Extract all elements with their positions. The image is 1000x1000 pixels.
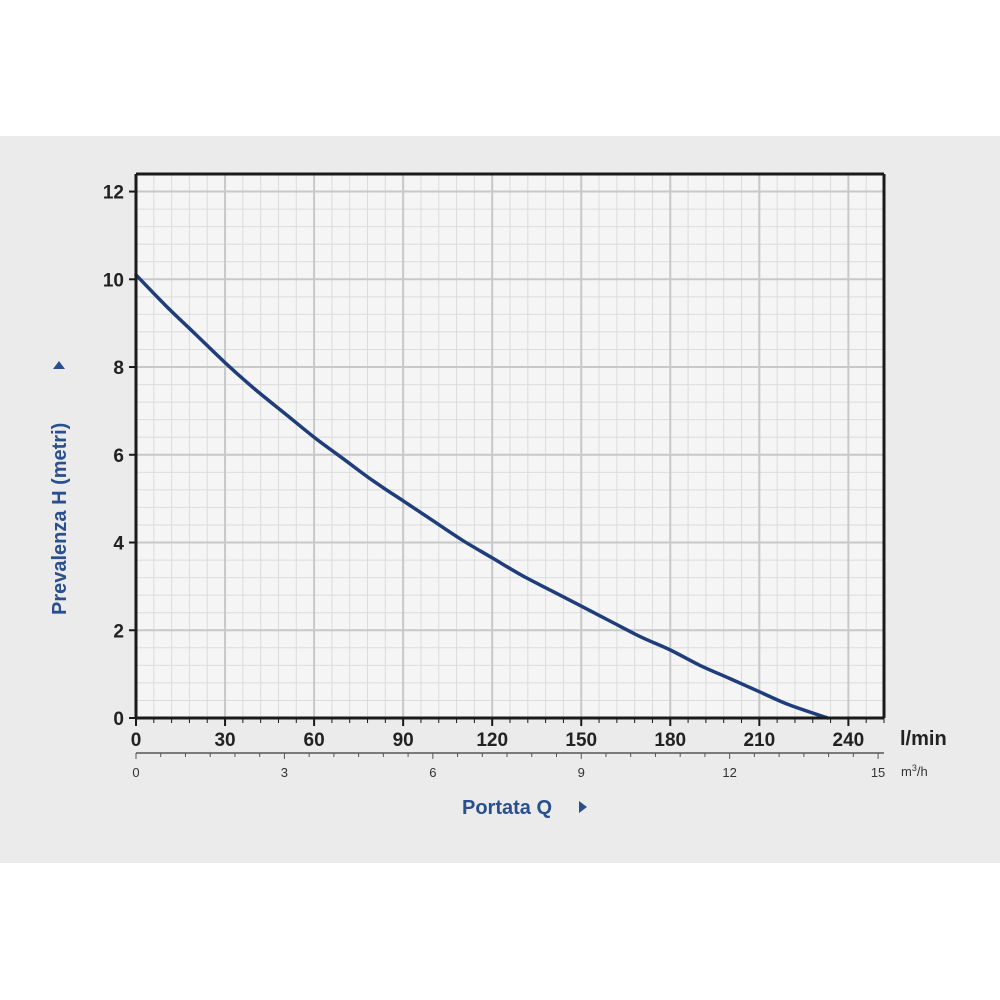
x2-unit-label: m3/h (901, 763, 928, 779)
x-tick-label: 60 (304, 730, 325, 751)
x-tick-label: 180 (654, 730, 686, 751)
y-tick-label: 2 (113, 621, 124, 642)
y-ticks: 0 2 4 6 8 10 12 (103, 183, 136, 730)
x-tick-label: 210 (743, 730, 775, 751)
x-axis-title: Portata Q (462, 797, 552, 819)
x-tick-label: 0 (131, 730, 142, 751)
x2-ticks: 0 3 6 9 12 15 (132, 753, 885, 780)
x-axis-title-arrow-icon (579, 801, 587, 813)
x-tick-label: 90 (393, 730, 414, 751)
y-tick-label: 6 (113, 446, 124, 467)
x-tick-label: 120 (476, 730, 508, 751)
x-tick-label: 240 (833, 730, 865, 751)
x-ticks: 0 30 60 90 120 150 180 210 240 (131, 718, 885, 751)
x2-tick-label: 3 (281, 765, 288, 780)
y-tick-label: 8 (113, 358, 124, 379)
y-axis-title-arrow-icon (53, 361, 65, 369)
x2-tick-label: 6 (429, 765, 436, 780)
series-curve (134, 273, 830, 720)
x2-tick-label: 0 (132, 765, 139, 780)
y-axis-title: Prevalenza H (metri) (49, 423, 71, 615)
y-tick-label: 10 (103, 270, 124, 291)
x-tick-label: 150 (565, 730, 597, 751)
y-tick-label: 12 (103, 183, 124, 204)
y-tick-label: 0 (113, 709, 124, 730)
x-tick-label: 30 (214, 730, 235, 751)
grid-major (136, 174, 884, 718)
y-tick-label: 4 (113, 534, 124, 555)
x-unit-label: l/min (900, 728, 947, 750)
x2-tick-label: 15 (871, 765, 885, 780)
x2-tick-label: 12 (722, 765, 736, 780)
x2-tick-label: 9 (578, 765, 585, 780)
